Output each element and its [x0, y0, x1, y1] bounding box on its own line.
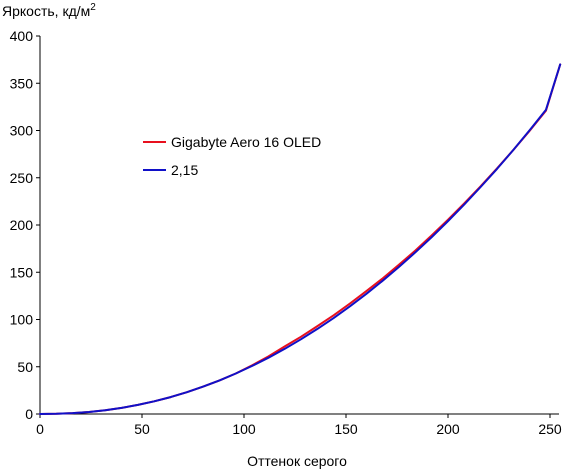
x-tick-label: 250	[538, 421, 562, 437]
y-tick-label: 400	[10, 28, 34, 44]
y-axis-label-superscript: 2	[90, 2, 96, 13]
y-tick-label: 150	[10, 264, 34, 280]
y-tick-label: 200	[10, 217, 34, 233]
x-tick-label: 50	[134, 421, 150, 437]
y-tick-label: 0	[25, 406, 33, 422]
axes	[36, 35, 559, 418]
x-tick-label: 150	[334, 421, 358, 437]
y-tick-label: 50	[17, 359, 33, 375]
legend-label-gamma: 2,15	[171, 162, 198, 178]
series-line-gigabyte	[39, 63, 562, 415]
y-axis-label-text: Яркость, кд/м	[2, 3, 90, 19]
y-tick-label: 100	[10, 312, 34, 328]
y-tick-label: 300	[10, 123, 34, 139]
series-line-gamma	[39, 63, 562, 415]
y-tick-label: 250	[10, 170, 34, 186]
y-axis-label: Яркость, кд/м2	[2, 2, 96, 19]
legend-label-gigabyte: Gigabyte Aero 16 OLED	[171, 134, 321, 150]
x-axis-label: Оттенок серого	[247, 453, 347, 469]
y-tick-label: 350	[10, 75, 34, 91]
x-tick-label: 200	[436, 421, 460, 437]
tick-labels: 0 50 100 150 200 250 0 50 100 150 200 250 300 350 400	[10, 28, 562, 437]
series-lines	[39, 63, 562, 415]
legend: Gigabyte Aero 16 OLED 2,15	[143, 134, 321, 178]
x-tick-label: 0	[36, 421, 44, 437]
x-tick-label: 100	[232, 421, 256, 437]
